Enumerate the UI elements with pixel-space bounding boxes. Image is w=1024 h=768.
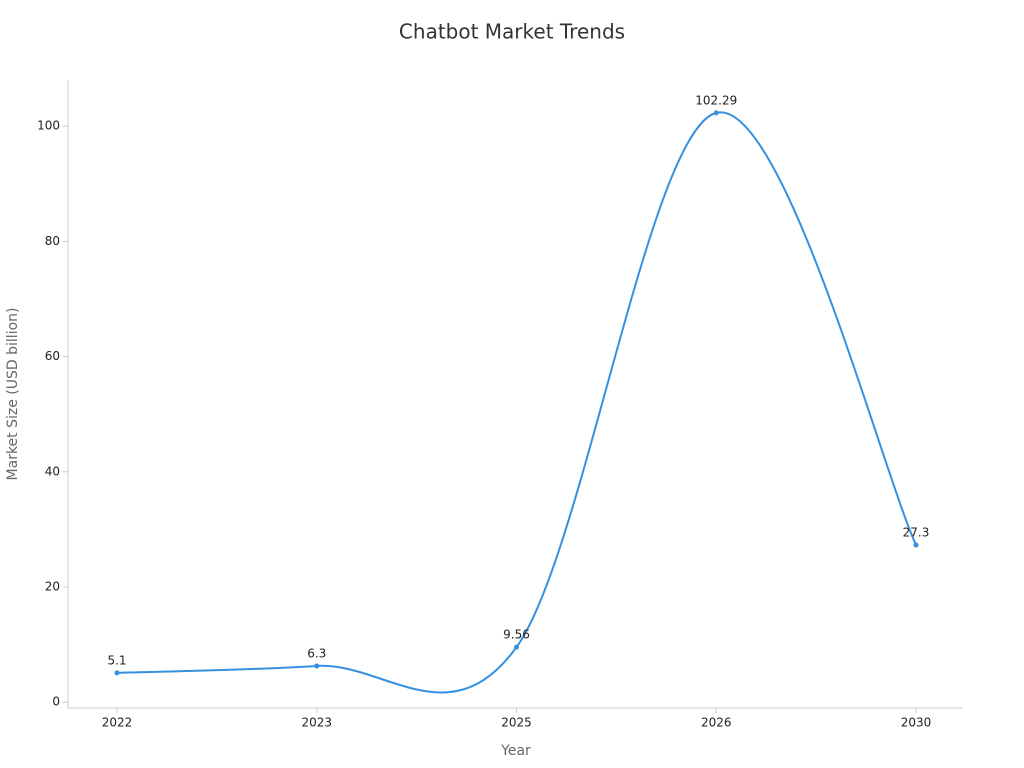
data-label: 5.1 (107, 653, 126, 667)
y-tick-label: 20 (45, 580, 60, 594)
data-label: 9.56 (503, 628, 530, 642)
x-tick-label: 2026 (701, 716, 732, 730)
data-point (913, 542, 919, 548)
y-axis-title: Market Size (USD billion) (5, 308, 21, 481)
y-tick-label: 100 (37, 119, 60, 133)
data-point (114, 670, 120, 676)
data-point (514, 644, 519, 650)
data-line (116, 111, 917, 694)
x-tick-label: 2025 (501, 716, 532, 730)
chart-title: Chatbot Market Trends (399, 20, 625, 44)
y-tick-label: 80 (45, 234, 60, 248)
data-point (713, 110, 719, 116)
x-tick-label: 2030 (901, 716, 932, 730)
data-label: 27.3 (903, 525, 930, 539)
y-tick-label: 60 (45, 349, 60, 363)
y-tick-label: 40 (45, 464, 60, 478)
x-tick-label: 2023 (301, 716, 332, 730)
data-label: 6.3 (307, 646, 326, 660)
x-tick-label: 2022 (102, 716, 133, 730)
data-label: 102.29 (695, 93, 737, 107)
x-axis-title: Year (500, 743, 531, 759)
data-point (314, 663, 320, 669)
y-tick-label: 0 (52, 695, 60, 709)
